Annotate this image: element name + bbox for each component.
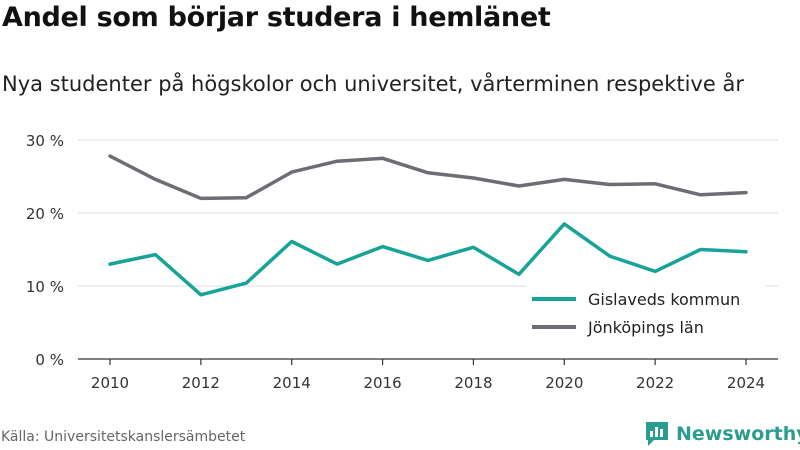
series-line-0 bbox=[108, 222, 748, 297]
x-tick-label: 2010 bbox=[91, 374, 129, 392]
legend-label: Jönköpings län bbox=[587, 318, 704, 337]
y-tick-label: 0 % bbox=[35, 351, 64, 369]
x-tick-label: 2012 bbox=[182, 374, 220, 392]
newsworthy-logo-icon bbox=[646, 422, 668, 446]
y-tick-label: 30 % bbox=[26, 132, 64, 150]
legend: Gislaveds kommun Jönköpings län bbox=[526, 285, 766, 339]
x-tick-label: 2022 bbox=[636, 374, 674, 392]
source-note: Källa: Universitetskanslersämbetet bbox=[1, 429, 246, 445]
legend-label: Gislaveds kommun bbox=[588, 290, 740, 309]
x-tick-label: 2018 bbox=[454, 374, 492, 392]
series-line-1 bbox=[108, 154, 748, 201]
x-tick-label: 2020 bbox=[545, 374, 583, 392]
y-axis-ticks: 0 % 10 % 20 % 30 % bbox=[26, 132, 64, 369]
newsworthy-logo: Newsworthy bbox=[644, 420, 800, 448]
y-tick-label: 10 % bbox=[26, 278, 64, 296]
series-lines bbox=[108, 154, 748, 297]
x-tick-label: 2014 bbox=[273, 374, 311, 392]
x-tick-label: 2016 bbox=[363, 374, 401, 392]
chart-subtitle: Nya studenter på högskolor och universit… bbox=[2, 72, 744, 96]
x-tick-label: 2024 bbox=[727, 374, 765, 392]
y-tick-label: 20 % bbox=[26, 205, 64, 223]
brand-name: Newsworthy bbox=[676, 423, 800, 445]
chart-title: Andel som börjar studera i hemlänet bbox=[2, 2, 551, 33]
x-axis: 2010 2012 2014 2016 2018 2020 2022 2024 bbox=[78, 358, 778, 392]
